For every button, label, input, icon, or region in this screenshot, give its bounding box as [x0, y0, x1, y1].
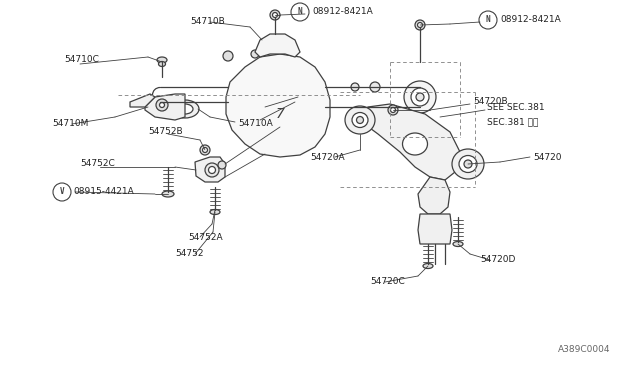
Ellipse shape: [388, 105, 398, 115]
Ellipse shape: [218, 161, 226, 169]
Polygon shape: [418, 214, 452, 244]
Text: 54720: 54720: [533, 153, 561, 161]
Text: 54752C: 54752C: [80, 160, 115, 169]
Text: 08915-4421A: 08915-4421A: [73, 187, 134, 196]
Ellipse shape: [205, 163, 219, 177]
Ellipse shape: [404, 81, 436, 113]
Ellipse shape: [411, 88, 429, 106]
Ellipse shape: [390, 108, 396, 112]
Text: 08912-8421A: 08912-8421A: [500, 16, 561, 25]
Ellipse shape: [459, 155, 477, 173]
Text: 54752A: 54752A: [188, 232, 223, 241]
Ellipse shape: [423, 263, 433, 269]
Text: 54710M: 54710M: [52, 119, 88, 128]
Ellipse shape: [370, 82, 380, 92]
Ellipse shape: [209, 167, 216, 173]
Ellipse shape: [162, 191, 174, 197]
Text: SEE SEC.381: SEE SEC.381: [487, 103, 545, 112]
Text: 54720D: 54720D: [480, 256, 515, 264]
Circle shape: [53, 183, 71, 201]
Text: 08912-8421A: 08912-8421A: [312, 7, 372, 16]
Text: 54710C: 54710C: [64, 55, 99, 64]
Circle shape: [291, 3, 309, 21]
Text: 54710B: 54710B: [190, 17, 225, 26]
Ellipse shape: [452, 149, 484, 179]
Ellipse shape: [352, 112, 368, 128]
Text: V: V: [60, 187, 64, 196]
Ellipse shape: [270, 10, 280, 20]
Ellipse shape: [356, 116, 364, 124]
Ellipse shape: [417, 22, 422, 28]
Circle shape: [479, 11, 497, 29]
Polygon shape: [226, 54, 330, 157]
Text: SEC.381 参照: SEC.381 参照: [487, 118, 538, 126]
Ellipse shape: [273, 13, 278, 17]
Ellipse shape: [159, 61, 166, 67]
Ellipse shape: [200, 145, 210, 155]
Text: 54720A: 54720A: [310, 153, 344, 161]
Ellipse shape: [403, 133, 428, 155]
Ellipse shape: [351, 83, 359, 91]
Text: 54720C: 54720C: [370, 278, 404, 286]
Polygon shape: [355, 104, 460, 180]
Ellipse shape: [453, 241, 463, 247]
Ellipse shape: [171, 100, 199, 118]
Ellipse shape: [177, 104, 193, 114]
Text: 54710A: 54710A: [238, 119, 273, 128]
Ellipse shape: [345, 106, 375, 134]
Ellipse shape: [223, 51, 233, 61]
Text: 54752: 54752: [175, 250, 204, 259]
Ellipse shape: [416, 93, 424, 101]
Text: 54720B: 54720B: [473, 97, 508, 106]
Ellipse shape: [210, 209, 220, 215]
Text: 7: 7: [276, 107, 284, 121]
Ellipse shape: [202, 148, 207, 153]
Polygon shape: [255, 34, 300, 57]
Text: 54752B: 54752B: [148, 128, 182, 137]
Ellipse shape: [464, 160, 472, 168]
Ellipse shape: [159, 103, 164, 108]
Polygon shape: [130, 94, 155, 107]
Ellipse shape: [251, 50, 259, 58]
Ellipse shape: [156, 99, 168, 111]
Polygon shape: [195, 157, 225, 182]
Text: A389C0004: A389C0004: [557, 345, 610, 354]
Text: N: N: [298, 7, 302, 16]
Text: N: N: [486, 16, 490, 25]
Ellipse shape: [415, 20, 425, 30]
Ellipse shape: [157, 57, 167, 63]
Polygon shape: [418, 177, 450, 214]
Polygon shape: [145, 94, 185, 120]
